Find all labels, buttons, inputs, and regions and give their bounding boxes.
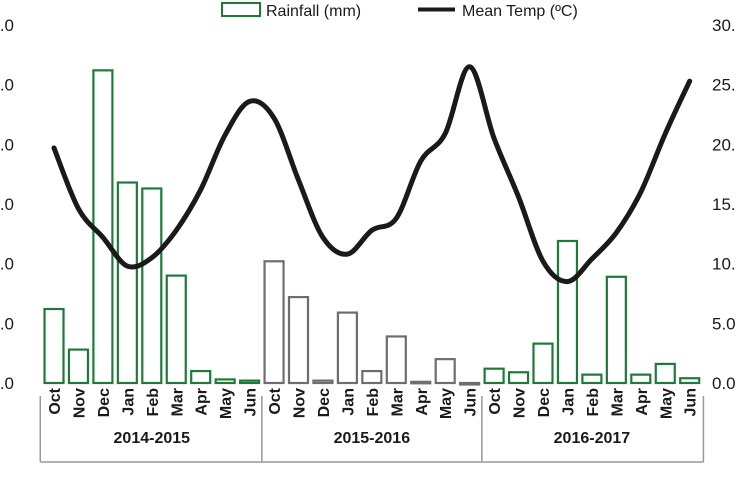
rainfall-bar [630,373,652,385]
legend-label: Rainfall (mm) [266,3,361,20]
rainfall-bar [679,377,701,385]
month-tick-label: Mar [609,388,626,416]
rainfall-bar [239,379,261,385]
rainfall-bar [67,348,90,385]
rainfall-bar [312,379,334,385]
rainfall-bar [654,362,676,385]
rainfall-bar [287,295,310,385]
right-tick-label: 15. [712,195,736,214]
month-tick-label: May [218,388,235,419]
rainfall-bar [605,275,627,385]
month-tick-label: Dec [536,388,553,417]
month-tick-label: May [438,388,455,419]
left-tick-label: 0.0 [0,76,14,95]
rainfall-bar [336,311,358,385]
rainfall-bar [459,381,481,386]
month-tick-label: Nov [512,388,529,418]
month-tick-label: Apr [194,388,211,416]
month-tick-label: Jun [243,388,260,416]
month-tick-label: Oct [487,387,504,414]
rainfall-bar [263,260,285,385]
rainfall-bar [507,371,530,385]
month-tick-label: Jun [463,388,480,416]
right-tick-label: 10. [712,255,736,274]
left-tick-label: 0.0 [0,314,14,333]
left-tick-label: 0.0 [0,135,14,154]
rainfall-bar [116,181,138,385]
legend-swatch-bar [221,2,261,17]
month-tick-label: Nov [71,388,88,418]
rainfall-bars [43,69,701,386]
rainfall-bar [190,369,212,385]
right-tick-label: 30. [712,16,736,35]
rainfall-bar [556,239,579,385]
group-axis: 2014-2015 2015-2016 2016-2017 [39,396,705,463]
month-tick-label: Feb [365,388,382,417]
rainfall-bar [43,307,65,385]
month-tick-label: Feb [585,388,602,417]
group-label: 2015-2016 [334,430,411,447]
right-tick-label: 5.0 [712,314,736,333]
right-tick-label: 25. [712,76,736,95]
temp-line [51,64,693,285]
legend-label: Mean Temp (ºC) [462,3,578,20]
rainfall-bar [361,369,383,385]
month-tick-label: May [658,388,675,419]
left-tick-label: 0.0 [0,195,14,214]
rainfall-bar [581,373,603,385]
rainfall-bar [410,380,432,385]
month-tick-label: Jan [120,388,137,416]
month-tick-label: Oct [47,387,64,414]
month-tick-label: Mar [169,388,186,416]
legend: Rainfall (mm) Mean Temp (ºC) [221,2,578,20]
month-tick-label: Feb [145,388,162,417]
rainfall-bar [385,335,407,385]
rainfall-bar [532,342,554,385]
rainfall-bar [141,187,163,385]
month-labels: Oct Nov Dec Jan Feb Mar Apr May Jun Oct Nov Dec Jan F… [47,387,700,419]
month-tick-label: Jan [340,388,357,416]
month-tick-label: Nov [292,388,309,418]
rainfall-bar [434,358,456,385]
month-tick-label: Jan [560,388,577,416]
right-tick-label: 0.0 [712,374,736,393]
month-tick-label: Jun [683,388,700,416]
month-tick-label: Mar [389,388,406,416]
right-axis: 0.0 5.0 10. 15. 20. 25. 30. [712,16,736,393]
left-tick-label: 0.0 [0,374,14,393]
rainfall-bar [214,378,236,385]
group-label: 2014-2015 [114,430,191,447]
month-tick-label: Apr [634,388,651,416]
month-tick-label: Apr [414,388,431,416]
rainfall-bar [165,274,187,385]
rainfall-bar [92,69,114,385]
group-label: 2016-2017 [554,430,631,447]
month-tick-label: Dec [96,388,113,417]
month-tick-label: Oct [267,387,284,414]
left-axis: 0.0 0.0 0.0 0.0 0.0 0.0 0.0 [0,16,14,393]
left-tick-label: 0.0 [0,16,14,35]
left-tick-label: 0.0 [0,255,14,274]
rainfall-bar [483,367,505,385]
right-tick-label: 20. [712,135,736,154]
month-tick-label: Dec [316,388,333,417]
